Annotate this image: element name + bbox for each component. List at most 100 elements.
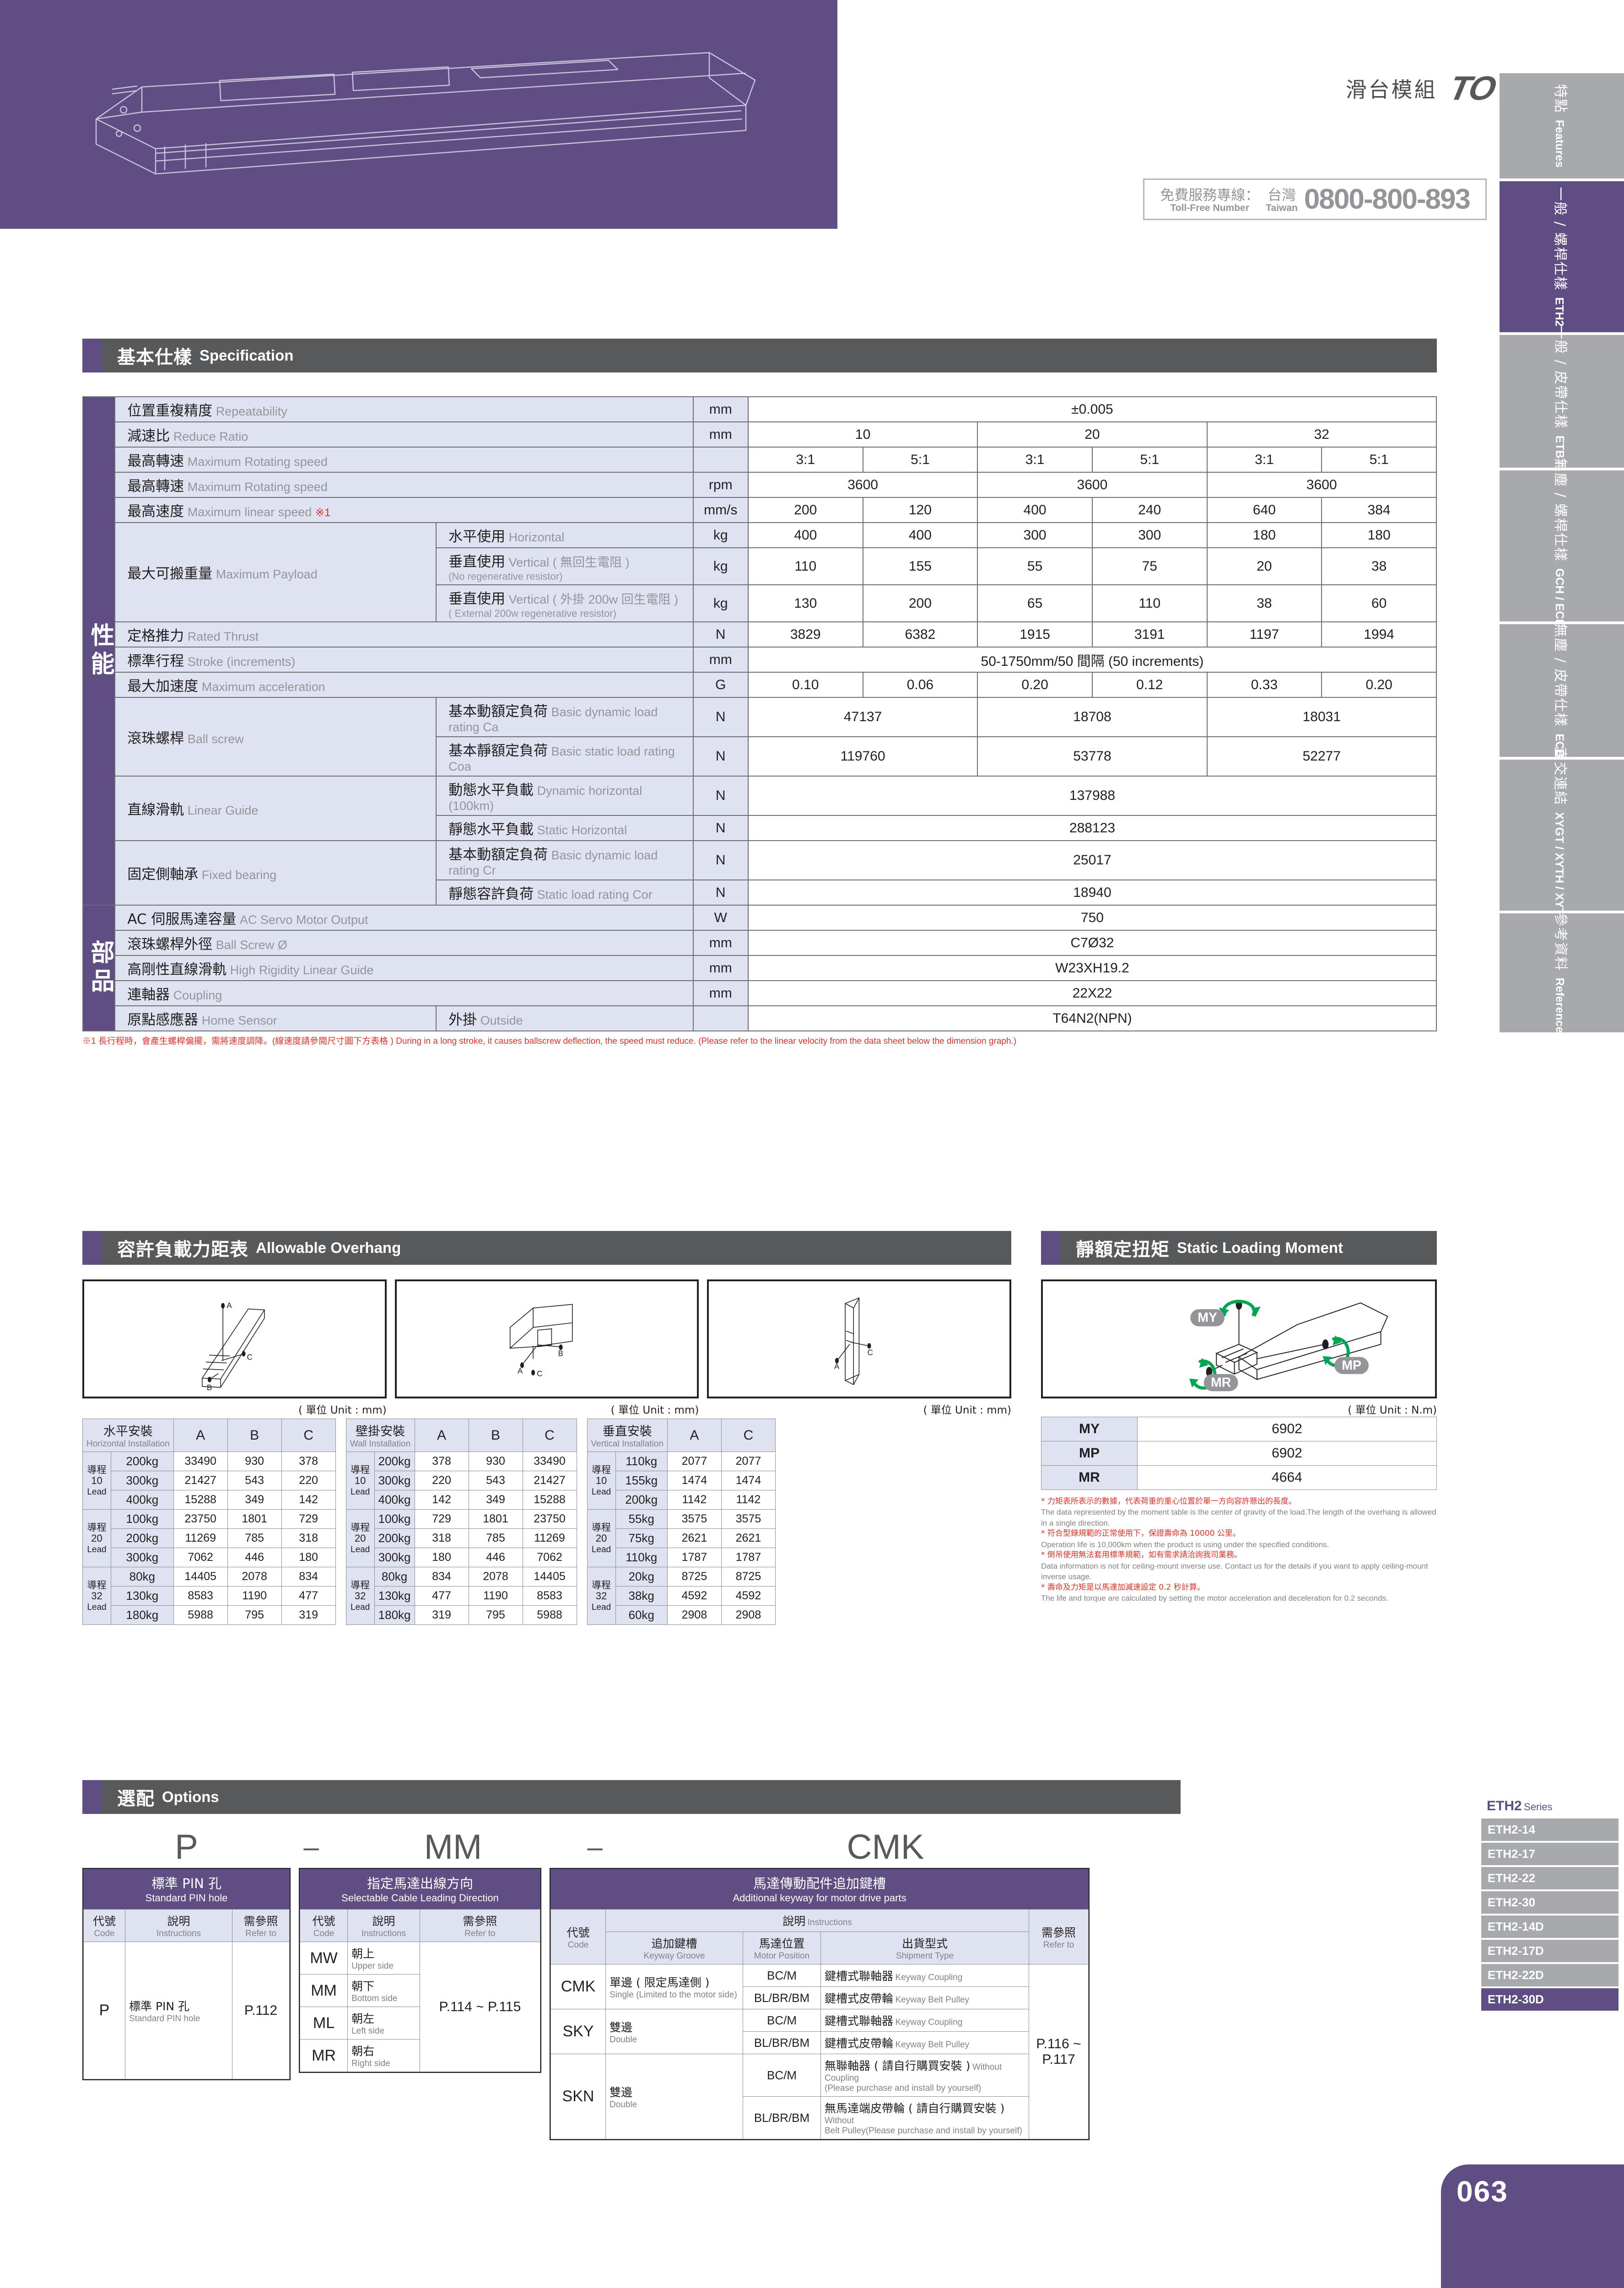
rail-tab-label-cn: 一般 / 皮帶仕樣 (1552, 325, 1569, 429)
table-row: 定格推力 Rated Thrust N 3829 6382 1915 3191 1197 19… (83, 621, 1437, 648)
option-instruction-cell: 標準 PIN 孔 Standard PIN hole (125, 1942, 232, 2079)
moment-note-en: Data information is not for ceiling-moun… (1041, 1561, 1428, 1581)
lead-label-cn: 導程 (87, 1464, 107, 1476)
table-row: 標準行程 Stroke (increments) mm 50-1750mm/50 間… (83, 647, 1437, 673)
spec-sub-label-cn: 水平使用 (448, 529, 506, 545)
rail-tab-features[interactable]: 特點 Features (1500, 73, 1624, 178)
option-panel-title-cn: 標準 PIN 孔 (151, 1876, 222, 1891)
spec-sub-label: 基本動額定負荷 Basic dynamic load rating Ca (436, 697, 694, 737)
spec-value-cell: 5:1 (862, 447, 978, 473)
overhang-table-vertical-installation: 垂直安裝 Vertical Installation A C 導程 10 Lead 110kg… (587, 1419, 776, 1625)
rail-tab-ecb[interactable]: 無塵 / 皮帶仕樣 ECB (1500, 623, 1624, 758)
spec-value-cell: 130 (747, 584, 863, 622)
spec-unit-cell: N (692, 815, 749, 841)
spec-value-cell: 18708 (977, 697, 1208, 737)
option-shipment-cell: 鍵槽式皮帶輪 Keyway Belt Pulley (820, 1986, 1029, 2009)
rail-tab-etb-m[interactable]: 一般 / 皮帶仕樣 ETB / M (1500, 325, 1624, 477)
rail-tab-label-en: ETH2 (1553, 297, 1566, 327)
series-navigation[interactable]: ETH2 Series ETH2-14 ETH2-17 ETH2-22 ETH2-30… (1481, 1798, 1619, 2013)
overhang-weight-cell: 200kg (374, 1452, 415, 1471)
rail-tab-gch-ech2[interactable]: 無塵 / 螺桿仕樣 GCH / ECH2 (1500, 458, 1624, 634)
svg-text:C: C (247, 1352, 253, 1361)
spec-value-cell: 38 (1206, 584, 1322, 622)
spec-value-cell: 6382 (862, 621, 978, 648)
lead-label-cn: 導程 (351, 1522, 370, 1533)
spec-sub-label-en2: (No regenerative resistor) (448, 571, 563, 582)
spec-value-cell: 55 (977, 547, 1093, 585)
option-code-cell: CMK (550, 1964, 606, 2009)
overhang-value-cell: 2621 (721, 1528, 776, 1548)
series-item-eth2-17d[interactable]: ETH2-17D (1481, 1940, 1619, 1962)
series-title: ETH2 Series (1481, 1798, 1619, 1814)
table-row: 155kg 1474 1474 (587, 1471, 776, 1490)
overhang-weight-cell: 180kg (111, 1605, 174, 1625)
rail-tab-eth2[interactable]: 一般 / 螺桿仕樣 ETH2 (1500, 181, 1624, 332)
spec-row-label-en: Rated Thrust (187, 630, 259, 643)
moment-notes: * 力矩表所表示的數據，代表荷重的重心位置於單一方向容許懸出的長度。 The da… (1041, 1496, 1437, 1604)
series-item-eth2-14d[interactable]: ETH2-14D (1481, 1916, 1619, 1938)
overhang-value-cell: 15288 (522, 1490, 577, 1510)
spec-value-cell: 288123 (747, 815, 1437, 841)
spec-row-label-en: Maximum linear speed (187, 505, 312, 519)
spec-sub-label-cn: 基本靜額定負荷 (448, 743, 548, 759)
overhang-value-cell: 1190 (227, 1586, 282, 1606)
lead-number: 20 (595, 1532, 607, 1544)
option-panel-additional-keyway: 馬達傳動配件追加鍵槽 Additional keyway for motor dr… (550, 1868, 1090, 2140)
overhang-value-cell: 349 (468, 1490, 523, 1510)
section-title-en: Options (162, 1788, 219, 1805)
rail-tab-xygt-xyth-xytb[interactable]: 直交連結 XYGT / XYTH / XYTB (1500, 747, 1624, 923)
overhang-value-cell: 1142 (721, 1490, 776, 1510)
spec-unit-cell: N (692, 880, 749, 906)
spec-group-label-parts: 部品 (86, 939, 114, 997)
series-item-eth2-30d[interactable]: ETH2-30D (1481, 1988, 1619, 2011)
rail-tab-reference[interactable]: 參考資料 Reference (1500, 913, 1624, 1033)
overhang-lead-group: 導程 32 Lead (82, 1567, 111, 1625)
overhang-weight-cell: 200kg (111, 1452, 174, 1471)
option-code-cell: MR (299, 2039, 348, 2072)
spec-row-label-cn: 高剛性直線滑軌 (127, 961, 227, 978)
overhang-lead-group: 導程 32 Lead (345, 1567, 375, 1625)
overhang-value-cell: 2908 (667, 1605, 722, 1625)
spec-sub-label-cn: 基本動額定負荷 (448, 703, 548, 720)
spec-value-cell: 110 (747, 547, 863, 585)
overhang-value-cell: 33490 (522, 1452, 577, 1471)
series-title-main: ETH2 (1487, 1798, 1522, 1813)
series-item-eth2-22d[interactable]: ETH2-22D (1481, 1964, 1619, 1986)
series-item-eth2-22[interactable]: ETH2-22 (1481, 1867, 1619, 1889)
overhang-col-header: C (522, 1419, 577, 1452)
tollfree-number: 0800-800-893 (1304, 183, 1471, 215)
moment-key-cell: MR (1041, 1465, 1138, 1490)
table-row: ML 朝左 Left side (299, 2007, 540, 2040)
table-row: 垂直使用 Vertical ( 無回生電阻 ) (No regenerative … (83, 547, 1437, 585)
lead-number: 20 (354, 1532, 366, 1544)
option-shipment-cell: 鍵槽式聯軸器 Keyway Coupling (820, 2009, 1029, 2032)
spec-row-label-en: Ball screw (187, 732, 244, 746)
overhang-lead-group: 導程 10 Lead (587, 1452, 616, 1510)
series-item-eth2-14[interactable]: ETH2-14 (1481, 1819, 1619, 1841)
section-title-en: Allowable Overhang (256, 1239, 401, 1256)
overhang-col-header: A (667, 1419, 722, 1452)
overhang-title-cell: 垂直安裝 Vertical Installation (587, 1419, 668, 1452)
lead-number: 10 (595, 1474, 607, 1486)
option-shipment-cell: 無聯軸器 ( 請自行購買安裝 ) Without Coupling (Please… (820, 2054, 1029, 2097)
moment-table: MY 6902 MP 6902 MR 4664 (1041, 1417, 1437, 1490)
table-row: 直線滑軌 Linear Guide 動態水平負載 Dynamic horizont… (83, 776, 1437, 841)
overhang-lead-group: 導程 32 Lead (587, 1567, 616, 1625)
spec-row-label: 滾珠螺桿 Ball screw (114, 697, 437, 777)
series-item-eth2-17[interactable]: ETH2-17 (1481, 1843, 1619, 1865)
overhang-value-cell: 1801 (468, 1509, 523, 1529)
table-row: 垂直使用 Vertical ( 外掛 200w 回生電阻 ) ( External… (83, 584, 1437, 622)
spec-unit-cell: mm (692, 930, 749, 956)
overhang-value-cell: 7062 (522, 1548, 577, 1567)
overhang-value-cell: 318 (414, 1528, 469, 1548)
spec-value-cell: 384 (1321, 497, 1437, 523)
overhang-lead-group: 導程 20 Lead (82, 1509, 111, 1567)
overhang-value-cell: 319 (414, 1605, 469, 1625)
section-accent-square (82, 1780, 102, 1814)
spec-value-cell: 300 (977, 522, 1093, 548)
spec-sub-label-en: Dynamic horizontal (100km) (448, 784, 642, 813)
series-item-eth2-30[interactable]: ETH2-30 (1481, 1891, 1619, 1914)
overhang-value-cell: 729 (281, 1509, 336, 1529)
table-row: 基本靜額定負荷 Basic static load rating Coa N 119… (83, 736, 1437, 777)
